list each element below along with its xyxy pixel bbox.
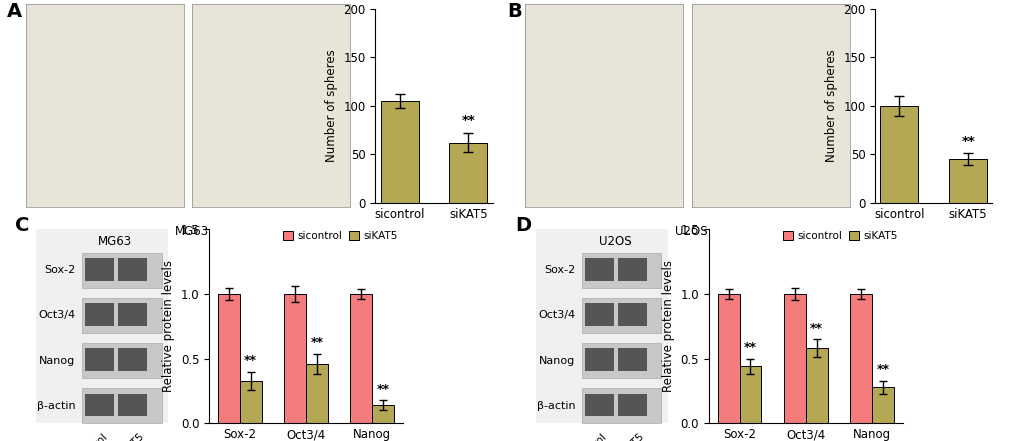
- Bar: [805, 348, 826, 423]
- Bar: [239, 381, 261, 423]
- Text: **: **: [809, 322, 822, 335]
- Text: MG63: MG63: [174, 225, 209, 238]
- Text: Sox-2: Sox-2: [44, 265, 75, 275]
- Text: **: **: [310, 336, 323, 349]
- Bar: [739, 366, 760, 423]
- Text: Nanog: Nanog: [538, 355, 575, 366]
- Y-axis label: Number of spheres: Number of spheres: [324, 49, 337, 162]
- Bar: [879, 106, 917, 203]
- FancyBboxPatch shape: [82, 298, 161, 333]
- Text: **: **: [244, 354, 257, 367]
- FancyBboxPatch shape: [618, 303, 646, 326]
- Text: β-actin: β-actin: [536, 401, 575, 411]
- Text: C: C: [15, 216, 30, 235]
- Bar: [351, 294, 372, 423]
- Title: siKAT5: siKAT5: [252, 0, 289, 3]
- FancyBboxPatch shape: [584, 303, 613, 326]
- Bar: [449, 143, 487, 203]
- Text: U2OS: U2OS: [675, 225, 707, 238]
- FancyBboxPatch shape: [118, 394, 147, 416]
- Bar: [949, 159, 986, 203]
- Legend: sicontrol, siKAT5: sicontrol, siKAT5: [282, 231, 397, 241]
- Text: sicontrol: sicontrol: [70, 431, 109, 441]
- FancyBboxPatch shape: [82, 253, 161, 288]
- Text: sicontrol: sicontrol: [570, 431, 608, 441]
- FancyBboxPatch shape: [85, 348, 114, 371]
- Title: siKAT5: siKAT5: [751, 0, 789, 3]
- Bar: [372, 405, 393, 423]
- Y-axis label: Number of spheres: Number of spheres: [823, 49, 837, 162]
- Text: D: D: [515, 216, 531, 235]
- FancyBboxPatch shape: [582, 389, 661, 423]
- Text: **: **: [376, 382, 389, 396]
- FancyBboxPatch shape: [618, 348, 646, 371]
- FancyBboxPatch shape: [582, 343, 661, 378]
- Bar: [784, 294, 805, 423]
- Text: **: **: [461, 114, 475, 127]
- Text: Sox-2: Sox-2: [543, 265, 575, 275]
- Title: sicontrol: sicontrol: [79, 0, 129, 3]
- Text: siKAT5: siKAT5: [614, 431, 645, 441]
- FancyBboxPatch shape: [85, 303, 114, 326]
- Bar: [306, 364, 327, 423]
- FancyBboxPatch shape: [584, 394, 613, 416]
- Bar: [380, 101, 418, 203]
- FancyBboxPatch shape: [85, 258, 114, 280]
- Y-axis label: Relative protein levels: Relative protein levels: [661, 260, 675, 392]
- FancyBboxPatch shape: [85, 394, 114, 416]
- Text: siKAT5: siKAT5: [115, 431, 146, 441]
- FancyBboxPatch shape: [118, 303, 147, 326]
- Text: **: **: [875, 363, 889, 376]
- Bar: [284, 294, 306, 423]
- Legend: sicontrol, siKAT5: sicontrol, siKAT5: [782, 231, 897, 241]
- Y-axis label: Relative protein levels: Relative protein levels: [162, 260, 175, 392]
- FancyBboxPatch shape: [82, 389, 161, 423]
- Text: β-actin: β-actin: [37, 401, 75, 411]
- Text: U2OS: U2OS: [598, 235, 631, 248]
- FancyBboxPatch shape: [118, 348, 147, 371]
- FancyBboxPatch shape: [584, 258, 613, 280]
- FancyBboxPatch shape: [582, 298, 661, 333]
- Text: Oct3/4: Oct3/4: [538, 310, 575, 320]
- Bar: [871, 387, 893, 423]
- Bar: [717, 294, 739, 423]
- Bar: [218, 294, 239, 423]
- Text: Oct3/4: Oct3/4: [39, 310, 75, 320]
- FancyBboxPatch shape: [582, 253, 661, 288]
- Bar: [850, 294, 871, 423]
- FancyBboxPatch shape: [618, 258, 646, 280]
- FancyBboxPatch shape: [82, 343, 161, 378]
- Title: sicontrol: sicontrol: [579, 0, 629, 3]
- Text: A: A: [7, 2, 22, 21]
- Text: **: **: [960, 135, 974, 148]
- Text: B: B: [506, 2, 521, 21]
- Text: Nanog: Nanog: [39, 355, 75, 366]
- Text: **: **: [743, 341, 756, 354]
- FancyBboxPatch shape: [618, 394, 646, 416]
- FancyBboxPatch shape: [584, 348, 613, 371]
- Text: MG63: MG63: [98, 235, 132, 248]
- FancyBboxPatch shape: [118, 258, 147, 280]
